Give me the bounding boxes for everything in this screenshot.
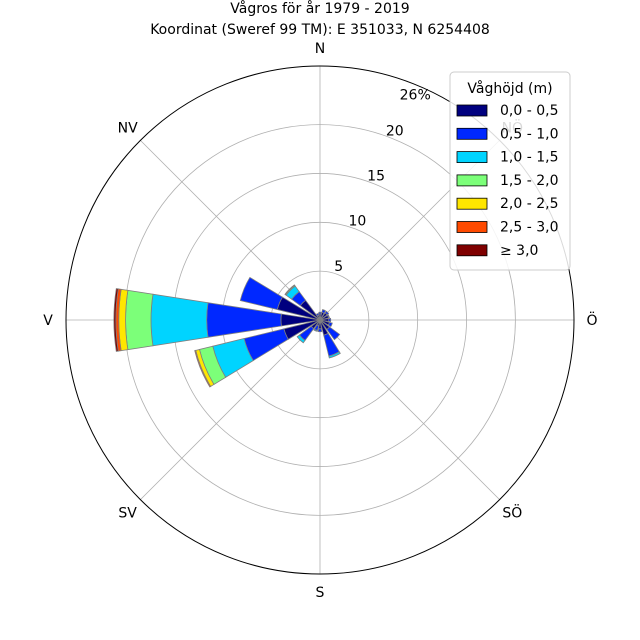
bar-SV-2 <box>296 334 306 344</box>
legend-label-3: 1,5 - 2,0 <box>500 173 558 189</box>
legend-swatch-4 <box>456 197 488 210</box>
direction-label-S: S <box>316 585 325 601</box>
legend-title: Våghöjd (m) <box>467 80 552 97</box>
bar-NNV-1 <box>315 312 320 317</box>
grid-spoke <box>140 319 321 500</box>
bar-S-1 <box>317 328 323 333</box>
legend-label-2: 1,0 - 1,5 <box>500 150 558 166</box>
r-tick-label-20: 20 <box>386 123 404 139</box>
legend-swatch-2 <box>456 151 488 164</box>
direction-label-Ö: Ö <box>586 311 597 329</box>
bar-V-3 <box>125 289 154 351</box>
bar-V-6 <box>113 288 119 352</box>
bar-N-1 <box>318 311 322 315</box>
rose-bars <box>65 65 575 575</box>
legend-swatch-5 <box>456 221 488 233</box>
legend-swatch-0 <box>456 104 488 117</box>
bar-ÖNÖ-1 <box>326 314 330 319</box>
bar-SSÖ-2 <box>328 351 341 359</box>
r-tick-label-5: 5 <box>334 259 343 275</box>
bar-NÖ-1 <box>324 310 330 316</box>
legend-label-6: ≥ 3,0 <box>500 243 538 259</box>
legend-box <box>449 71 571 271</box>
bar-VNV-1 <box>239 276 283 311</box>
direction-label-SV: SV <box>118 505 137 521</box>
bar-SSV-2 <box>313 328 318 332</box>
direction-label-V: V <box>43 313 53 329</box>
direction-label-N: N <box>315 41 325 57</box>
legend-label-4: 2,0 - 2,5 <box>500 196 558 212</box>
bar-NNÖ-1 <box>321 309 327 314</box>
legend-swatch-3 <box>456 174 488 187</box>
bar-Ö-1 <box>328 317 332 323</box>
bar-VSV-5 <box>194 349 212 388</box>
direction-label-SÖ: SÖ <box>502 503 522 521</box>
chart-title: Vågros för år 1979 - 2019 <box>230 0 409 17</box>
bar-NV-4 <box>284 284 296 296</box>
legend-label-5: 2,5 - 3,0 <box>500 220 558 236</box>
grid-spoke <box>319 319 500 500</box>
bar-V-2 <box>150 293 209 347</box>
outer-ring <box>65 65 575 575</box>
legend: Våghöjd (m) 0,0 - 0,5 0,5 - 1,0 1,0 - 1,5 1,… <box>449 71 571 271</box>
direction-label-NV: NV <box>118 121 138 137</box>
bar-SÖ-1 <box>326 326 341 341</box>
chart-subtitle: Koordinat (Sweref 99 TM): E 351033, N 62… <box>150 22 490 38</box>
bar-ÖSÖ-1 <box>327 321 333 328</box>
r-tick-label-15: 15 <box>367 169 385 185</box>
legend-label-0: 0,0 - 0,5 <box>500 103 558 119</box>
legend-swatch-6 <box>456 244 488 257</box>
r-max-label: 26% <box>400 87 431 103</box>
r-tick-label-10: 10 <box>348 214 366 230</box>
legend-swatch-1 <box>456 127 488 140</box>
legend-label-1: 0,5 - 1,0 <box>500 126 558 142</box>
